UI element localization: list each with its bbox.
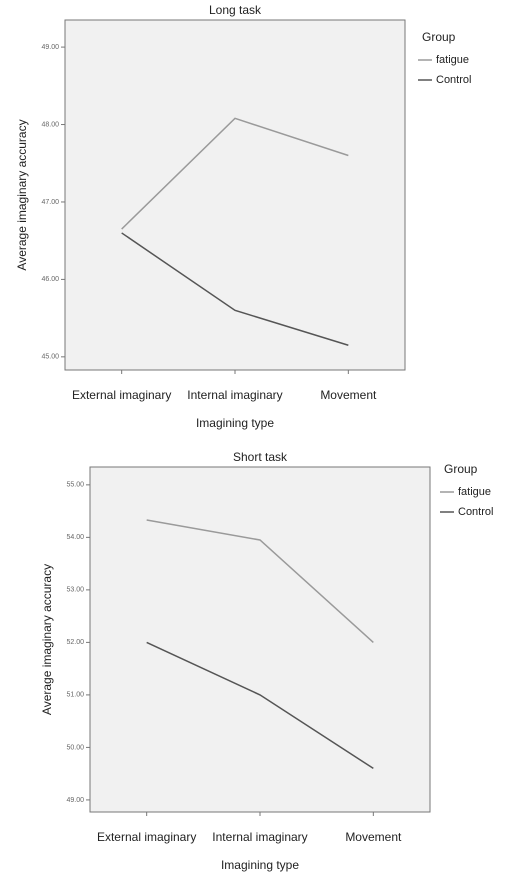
y-tick-label: 49.00 (41, 44, 59, 51)
y-tick-label: 46.00 (41, 276, 59, 283)
y-tick-label: 51.00 (66, 692, 84, 699)
plot-area (64, 19, 406, 371)
y-tick-label: 54.00 (66, 534, 84, 541)
x-axis-label: Imagining type (221, 858, 299, 872)
chart-title: Long task (209, 3, 262, 17)
series-line (121, 232, 349, 346)
series-line (146, 641, 374, 770)
y-tick-label: 55.00 (66, 482, 84, 489)
y-axis-label: Average imaginary accuracy (15, 119, 29, 270)
legend-label: fatigue (436, 54, 469, 66)
legend-title: Group (422, 30, 456, 44)
y-tick-label: 52.00 (66, 639, 84, 646)
legend-label: fatigue (458, 486, 491, 498)
y-tick-label: 48.00 (41, 121, 59, 128)
x-tick-label: Internal imaginary (187, 388, 282, 402)
y-tick-label: 49.00 (66, 797, 84, 804)
y-tick-label: 50.00 (66, 744, 84, 751)
y-tick-label: 45.00 (41, 354, 59, 361)
series-line (146, 519, 374, 643)
y-axis-label: Average imaginary accuracy (40, 564, 54, 715)
legend-title: Group (444, 462, 478, 476)
plot-area (89, 466, 431, 813)
series-line (121, 117, 349, 230)
chart-title: Short task (233, 450, 288, 464)
legend-label: Control (458, 506, 493, 518)
x-tick-label: Movement (345, 830, 402, 844)
x-tick-label: Internal imaginary (212, 830, 307, 844)
x-tick-label: Movement (320, 388, 377, 402)
legend-label: Control (436, 74, 471, 86)
x-tick-label: External imaginary (72, 388, 171, 402)
x-tick-label: External imaginary (97, 830, 196, 844)
x-axis-label: Imagining type (196, 416, 274, 430)
y-tick-label: 47.00 (41, 199, 59, 206)
y-tick-label: 53.00 (66, 587, 84, 594)
